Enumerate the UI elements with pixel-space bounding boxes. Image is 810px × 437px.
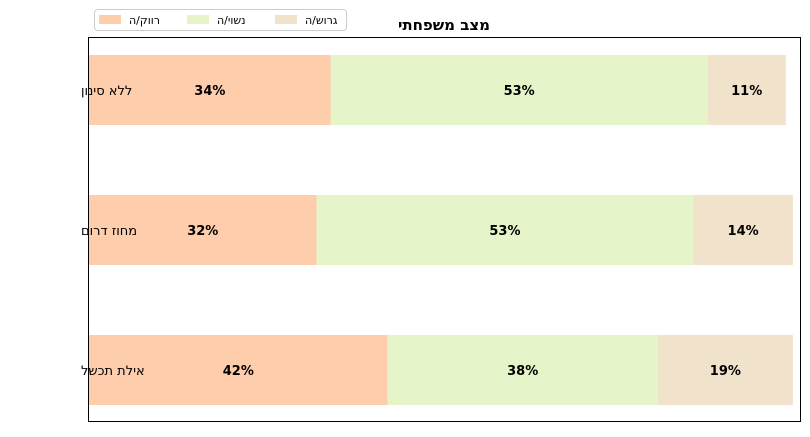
- bar-segment: [657, 335, 793, 405]
- legend-swatch: [275, 15, 297, 24]
- bar-segment: [316, 195, 694, 265]
- data-label: 38%: [507, 364, 538, 379]
- chart-title: מצב משפחתי: [398, 16, 490, 34]
- bar-segment: [89, 195, 317, 265]
- plot-frame: [88, 37, 801, 422]
- legend-label: נשוי/ה: [217, 14, 246, 27]
- data-label: 34%: [194, 84, 225, 99]
- category-labels: אילת תכשל מחוז דרום ללא סינון: [81, 84, 145, 379]
- bars-group: 42% 38% 19% 32% 53% 14% 34% 53% 11%: [89, 55, 793, 405]
- bar-segment: [693, 195, 793, 265]
- bar-segment: [387, 335, 658, 405]
- legend-box: [94, 9, 347, 31]
- data-label: 53%: [504, 84, 535, 99]
- legend-label: גרוש/ה: [305, 14, 338, 27]
- legend: רווק/ה נשוי/ה גרוש/ה: [94, 9, 347, 31]
- data-label: 14%: [728, 224, 759, 239]
- data-label: 42%: [223, 364, 254, 379]
- category-label: מחוז דרום: [81, 224, 137, 239]
- category-label: ללא סינון: [81, 84, 132, 99]
- bar-segment: [89, 335, 388, 405]
- legend-swatch: [99, 15, 121, 24]
- bar-segment: [330, 55, 708, 125]
- data-label: 32%: [187, 224, 218, 239]
- bar-segment: [707, 55, 786, 125]
- data-label: 11%: [731, 84, 762, 99]
- bar-segment: [89, 55, 331, 125]
- category-label: אילת תכשל: [81, 364, 145, 379]
- data-label: 53%: [489, 224, 520, 239]
- legend-label: רווק/ה: [129, 14, 160, 27]
- legend-swatch: [187, 15, 209, 24]
- data-label: 19%: [710, 364, 741, 379]
